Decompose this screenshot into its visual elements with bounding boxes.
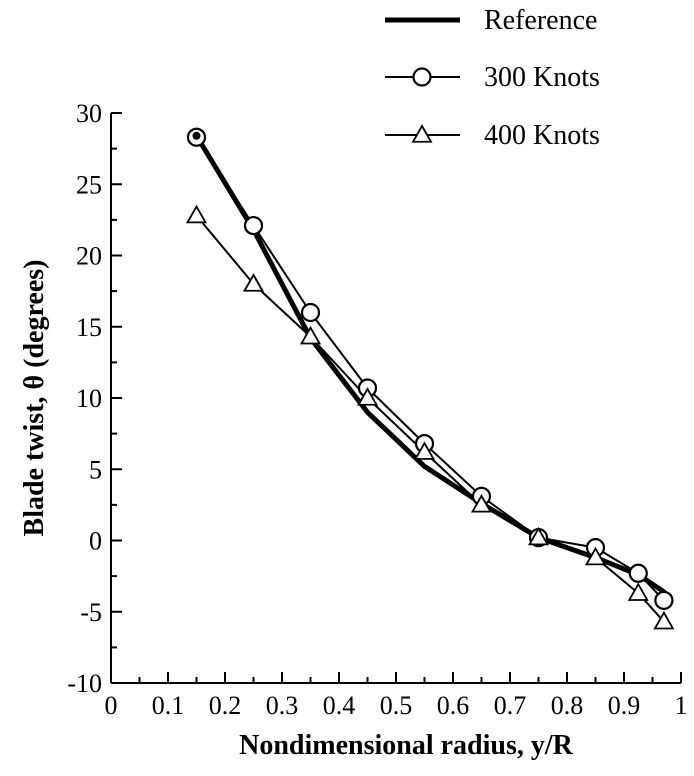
data-point [584,546,607,566]
legend-item-400-knots: 400 Knots [385,120,600,151]
series-line [194,133,667,595]
x-axis-title: Nondimensional radius, y/R [239,730,574,761]
series-line [195,214,665,623]
y-tick-label: 20 [76,242,102,271]
data-point [653,610,675,630]
legend-item-300-knots: 300 Knots [385,62,600,93]
data-point [470,494,493,513]
x-tick-label: 0.4 [323,691,356,720]
y-tick-label: -5 [80,598,102,627]
markers-400-knots [185,204,675,630]
y-tick-label: 30 [76,99,102,128]
y-tick-label: 0 [89,527,102,556]
y-tick-label: -10 [67,669,102,698]
series-line [195,136,665,602]
x-tick-label: 0.3 [266,691,299,720]
data-point [243,215,264,236]
data-point [185,204,208,224]
y-tick-label: 25 [76,170,102,199]
data-point [413,441,436,460]
data-point [299,325,322,345]
x-tick-label: 1 [675,691,688,720]
x-tick-label: 0.6 [437,691,470,720]
data-point [242,273,265,292]
legend-label: 400 Knots [484,120,600,151]
data-point [628,563,648,583]
data-point [527,526,550,546]
legend-swatch-marker [412,67,432,87]
x-tick-label: 0.5 [380,691,413,720]
data-point [300,302,321,323]
reference-root-point [192,131,201,140]
legend: Reference 300 Knots 400 Knots [385,5,600,151]
legend-swatch-marker [411,124,433,143]
markers-300-knots [186,127,674,610]
y-tick-label: 5 [89,455,102,484]
series-reference [194,133,667,595]
x-tick-label: 0.8 [551,691,584,720]
y-tick-label: 10 [76,384,102,413]
x-tick-label: 0 [105,691,118,720]
x-tick-label: 0.7 [494,691,527,720]
data-point [627,582,649,601]
legend-item-reference: Reference [385,5,597,36]
series-layer [185,127,675,630]
y-tick-label: 15 [76,313,102,342]
x-tick-label: 0.1 [152,691,185,720]
x-tick-label: 0.2 [209,691,242,720]
data-point [654,590,674,610]
legend-label: 300 Knots [484,62,600,93]
x-tick-label: 0.9 [608,691,641,720]
series-400-knots [195,214,665,623]
legend-label: Reference [484,5,597,36]
axes-layer: -10 -5 0 5 10 15 20 25 30 0 0.1 0.2 0.3 0.4 0.5 0.6 0.7 0… [19,99,688,761]
y-axis-title: Blade twist, θ (degrees) [19,260,50,537]
data-point [356,387,379,406]
series-300-knots [195,136,665,602]
